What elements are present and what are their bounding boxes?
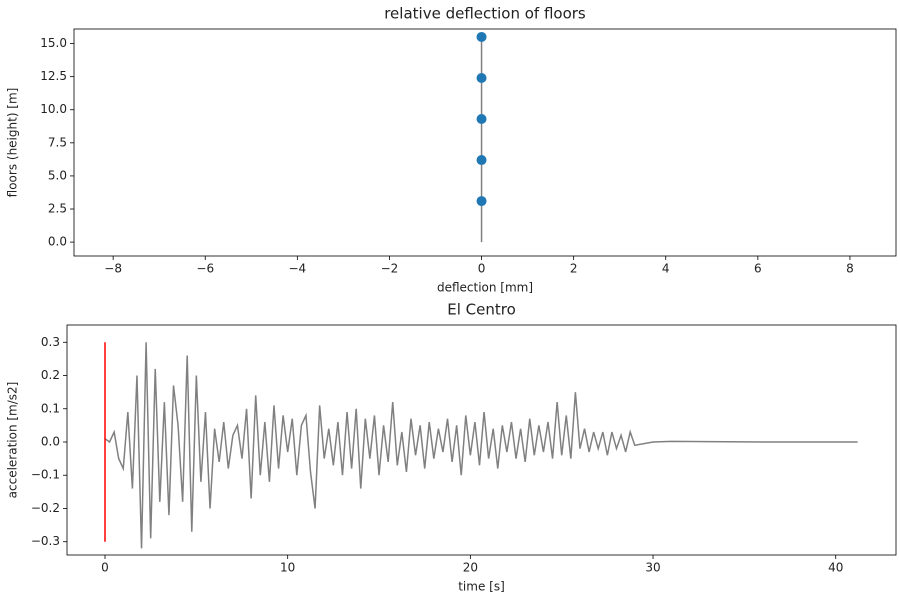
x-tick-label: 10 [280, 561, 295, 575]
x-tick-label: 30 [645, 561, 660, 575]
x-tick-label: −6 [196, 262, 214, 276]
x-tick-label: 2 [570, 262, 578, 276]
y-tick-label: 7.5 [48, 135, 67, 149]
y-tick-label: 0.0 [48, 235, 67, 249]
y-tick-label: −0.2 [31, 501, 60, 515]
x-axis-label: deflection [mm] [437, 281, 533, 295]
y-tick-label: 12.5 [40, 69, 67, 83]
x-tick-label: 20 [463, 561, 478, 575]
x-tick-label: −8 [104, 262, 122, 276]
data-point [476, 155, 487, 166]
x-tick-label: 6 [754, 262, 762, 276]
plot-area [73, 28, 897, 257]
x-tick-label: −2 [381, 262, 399, 276]
x-tick-label: 0 [478, 262, 486, 276]
data-point [476, 114, 487, 125]
y-tick-label: 0.2 [41, 368, 60, 382]
x-tick-label: −4 [288, 262, 306, 276]
y-tick-label: 0.0 [41, 434, 60, 448]
y-tick-label: −0.1 [31, 468, 60, 482]
y-tick-label: 15.0 [40, 36, 67, 50]
y-axis-label: acceleration [m/s2] [6, 382, 20, 499]
x-tick-label: 0 [101, 561, 109, 575]
x-tick-label: 8 [846, 262, 854, 276]
y-axis-label: floors (height) [m] [6, 88, 20, 198]
x-tick-label: 40 [828, 561, 843, 575]
x-tick-label: 4 [662, 262, 670, 276]
y-tick-label: −0.3 [31, 534, 60, 548]
data-point [476, 72, 487, 83]
data-line [104, 342, 858, 549]
data-point [476, 196, 487, 207]
y-tick-label: 0.1 [41, 401, 60, 415]
data-point [476, 31, 487, 42]
y-tick-label: 0.3 [41, 335, 60, 349]
y-tick-label: 5.0 [48, 168, 67, 182]
y-tick-label: 10.0 [40, 102, 67, 116]
chart-title: El Centro [447, 301, 516, 319]
x-axis-label: time [s] [458, 580, 505, 594]
chart-title: relative deflection of floors [384, 5, 586, 23]
y-tick-label: 2.5 [48, 202, 67, 216]
